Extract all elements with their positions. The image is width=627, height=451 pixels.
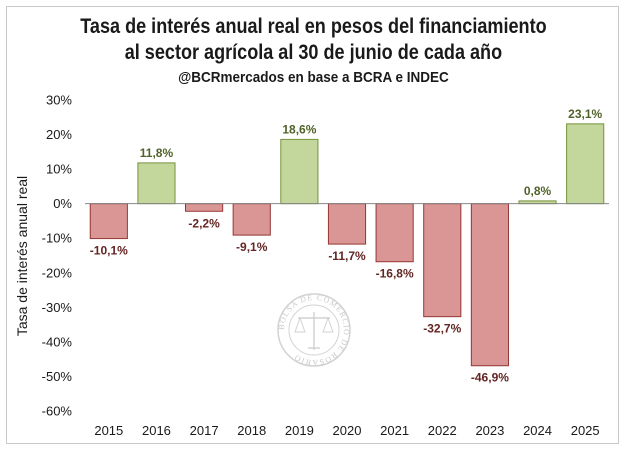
data-label: 18,6% — [282, 122, 316, 136]
x-axis-ticks: 2015 2016 2017 2018 2019 2020 2021 2022 2023 2024… — [94, 423, 599, 438]
y-tick-label: -40% — [42, 334, 73, 349]
y-tick-label: 20% — [46, 127, 72, 142]
y-tick-label: 30% — [46, 93, 72, 108]
chart-subtitle: @BCRmercados en base a BCRA e INDEC — [178, 69, 449, 86]
x-tick-label: 2016 — [142, 423, 171, 438]
data-labels: -10,1% 11,8% -2,2% -9,1% 18,6% -11,7% -16,8% -3… — [90, 107, 603, 385]
x-tick-label: 2023 — [475, 423, 504, 438]
x-tick-label: 2021 — [380, 423, 409, 438]
y-tick-label: -20% — [42, 265, 73, 280]
y-tick-label: -60% — [42, 404, 73, 419]
y-tick-label: -50% — [42, 369, 73, 384]
bar-2022 — [423, 203, 462, 318]
data-label: 23,1% — [568, 107, 602, 121]
x-tick-label: 2022 — [428, 423, 457, 438]
data-label: 11,8% — [140, 146, 174, 160]
x-tick-label: 2024 — [523, 423, 552, 438]
bars — [89, 123, 605, 367]
bar-2025 — [566, 123, 605, 205]
data-label: -32,7% — [423, 322, 461, 336]
data-label: -10,1% — [90, 244, 128, 258]
x-tick-label: 2019 — [285, 423, 314, 438]
bar-2016 — [137, 162, 176, 205]
bcr-seal-watermark: BOLSA DE COMERCIO DE ROSARIO — [277, 293, 351, 367]
y-tick-label: 0% — [53, 196, 72, 211]
bar-2020 — [327, 203, 367, 245]
data-label: 0,8% — [524, 184, 552, 198]
data-label: -16,8% — [376, 267, 414, 281]
x-tick-label: 2015 — [94, 423, 123, 438]
bar-2023 — [470, 203, 509, 367]
x-tick-label: 2018 — [237, 423, 266, 438]
chart-title-line2: al sector agrícola al 30 de junio de cad… — [124, 41, 503, 64]
x-tick-label: 2017 — [190, 423, 219, 438]
y-tick-label: -10% — [42, 231, 73, 246]
chart-title-line1: Tasa de interés anual real en pesos del … — [80, 15, 547, 38]
y-tick-label: 10% — [46, 162, 72, 177]
bar-2021 — [375, 203, 414, 263]
bar-2017 — [185, 203, 224, 212]
x-tick-label: 2025 — [571, 423, 600, 438]
data-label: -2,2% — [188, 216, 220, 230]
data-label: -9,1% — [236, 240, 268, 254]
data-label: -11,7% — [328, 249, 366, 263]
bar-2018 — [232, 203, 271, 236]
data-label: -46,9% — [471, 371, 509, 385]
bar-2015 — [89, 203, 128, 240]
y-tick-label: -30% — [42, 300, 73, 315]
bar-2019 — [280, 138, 319, 205]
y-axis-ticks: 30% 20% 10% 0% -10% -20% -30% -40% -50% -60% — [42, 93, 73, 419]
x-tick-label: 2020 — [333, 423, 362, 438]
